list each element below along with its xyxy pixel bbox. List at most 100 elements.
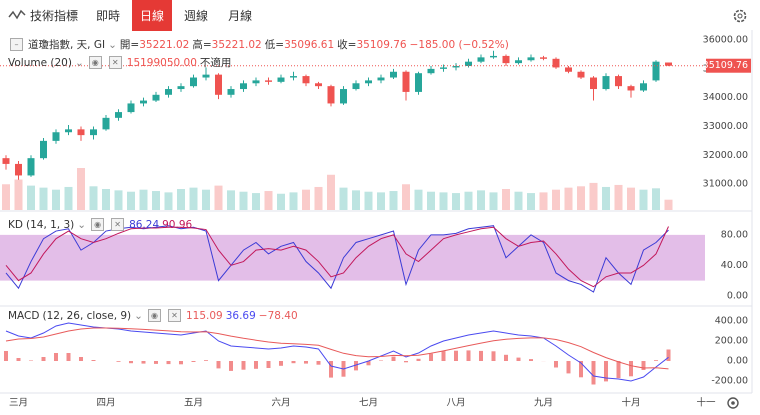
visibility-icon[interactable]: ◉	[147, 309, 161, 322]
histogram-bar	[279, 361, 283, 366]
candle-body	[127, 103, 135, 113]
kd-band	[0, 234, 705, 281]
histogram-bar	[304, 361, 308, 364]
candle-body	[240, 83, 247, 90]
candle-body	[552, 58, 560, 68]
volume-bar	[152, 191, 160, 210]
volume-bar	[102, 189, 110, 210]
menu-caret[interactable]: ⌄	[108, 38, 117, 51]
candle-body	[15, 163, 22, 176]
candle-body	[352, 83, 360, 90]
candle-body	[27, 158, 35, 176]
volume-legend: Volume (20) ⌄ ◉ ✕ 15199050.00 不適用	[8, 55, 231, 70]
ohlc-label: 開=	[119, 39, 140, 51]
signal-value: −78.40	[258, 309, 298, 322]
volume-bar	[164, 192, 173, 210]
menu-caret[interactable]: ⌄	[134, 309, 143, 322]
histogram-bar	[454, 350, 458, 361]
x-tick-label: 八月	[446, 398, 465, 409]
histogram-bar	[466, 350, 471, 361]
candle-body	[377, 77, 385, 81]
collapse-icon[interactable]: –	[10, 38, 23, 51]
visibility-icon[interactable]: ◉	[91, 218, 105, 231]
volume-bar	[14, 179, 23, 210]
histogram-bar	[504, 354, 508, 361]
histogram-bar	[291, 361, 296, 364]
candle-body	[602, 76, 610, 90]
settings-icon[interactable]	[732, 8, 748, 24]
candle-body	[477, 57, 485, 62]
x-tick-label: 五月	[184, 398, 203, 409]
candle-body	[302, 76, 310, 84]
menu-caret[interactable]: ⌄	[77, 218, 87, 231]
candle-body	[265, 80, 272, 82]
indicator-params: (12, 26, close, 9)	[42, 309, 132, 322]
histogram-bar	[241, 361, 246, 370]
histogram-bar	[204, 360, 208, 361]
volume-bar	[77, 168, 85, 210]
volume-bar	[614, 184, 623, 210]
histogram-bar	[41, 357, 46, 361]
x-tick-label: 七月	[359, 398, 378, 409]
volume-bar	[602, 186, 610, 210]
ohlc-value: 35221.02	[139, 38, 190, 51]
volume-bar	[564, 187, 573, 210]
remove-icon[interactable]: ✕	[167, 309, 181, 322]
histogram-bar	[266, 361, 271, 368]
timeframe-tab[interactable]: 月線	[228, 8, 253, 23]
indicator-line	[5, 226, 669, 288]
histogram-bar	[366, 361, 371, 366]
candle-body	[90, 129, 97, 136]
y-tick-label: 31000.00	[703, 179, 748, 190]
volume-bar	[552, 189, 560, 210]
candle-body	[415, 73, 422, 92]
candle-body	[565, 67, 572, 72]
volume-bar	[252, 193, 260, 210]
histogram-bar	[604, 361, 608, 382]
volume-bar	[402, 184, 410, 210]
y-tick-label: 33000.00	[703, 121, 748, 132]
remove-icon[interactable]: ✕	[111, 218, 125, 231]
candle-body	[165, 89, 172, 95]
histogram-bar	[329, 361, 333, 378]
volume-bar	[502, 189, 510, 210]
x-tick-label: 十月	[621, 397, 640, 409]
volume-note: 不適用	[199, 57, 232, 69]
visibility-icon[interactable]: ◉	[88, 56, 102, 69]
volume-bar	[239, 191, 248, 210]
volume-bar	[314, 186, 323, 210]
volume-bar	[202, 189, 210, 210]
candle-body	[152, 94, 160, 101]
candle-body	[577, 71, 585, 78]
timeframe-tab[interactable]: 日線	[132, 0, 173, 31]
volume-bar	[539, 192, 548, 210]
candle-body	[340, 89, 347, 104]
indicator-params: (14, 1, 3)	[25, 218, 75, 231]
timeframe-tab[interactable]: 週線	[184, 8, 209, 23]
candle-body	[202, 74, 210, 78]
histogram-bar	[141, 361, 146, 364]
histogram-bar	[79, 357, 83, 361]
settings-icon[interactable]	[727, 397, 739, 409]
menu-caret[interactable]: ⌄	[74, 56, 84, 69]
candle-body	[215, 74, 222, 95]
price-label: 35109.76	[703, 60, 748, 71]
x-tick-label: 三月	[9, 398, 28, 409]
volume-bar	[452, 193, 460, 210]
ohlc-label: 收=	[337, 39, 357, 51]
timeframe-tab[interactable]: 即時	[96, 8, 121, 23]
histogram-bar	[154, 361, 158, 364]
volume-bar	[89, 186, 98, 210]
volume-bar	[527, 193, 535, 210]
volume-bar	[177, 189, 185, 210]
macd-legend: MACD (12, 26, close, 9) ⌄ ◉ ✕ 115.09 36.6…	[8, 309, 298, 322]
remove-icon[interactable]: ✕	[108, 56, 122, 69]
toolbar: 技術指標 即時 日線 週線 月線	[0, 0, 760, 31]
volume-bar	[139, 189, 148, 210]
tabs: 即時 日線 週線 月線	[84, 0, 260, 31]
y-tick-label: 200.00	[715, 336, 748, 347]
indicators-button[interactable]: 技術指標	[30, 8, 79, 23]
ohlc-value: 35096.61	[284, 38, 335, 51]
histogram-bar	[29, 360, 33, 361]
histogram-value: 115.09	[185, 309, 223, 322]
